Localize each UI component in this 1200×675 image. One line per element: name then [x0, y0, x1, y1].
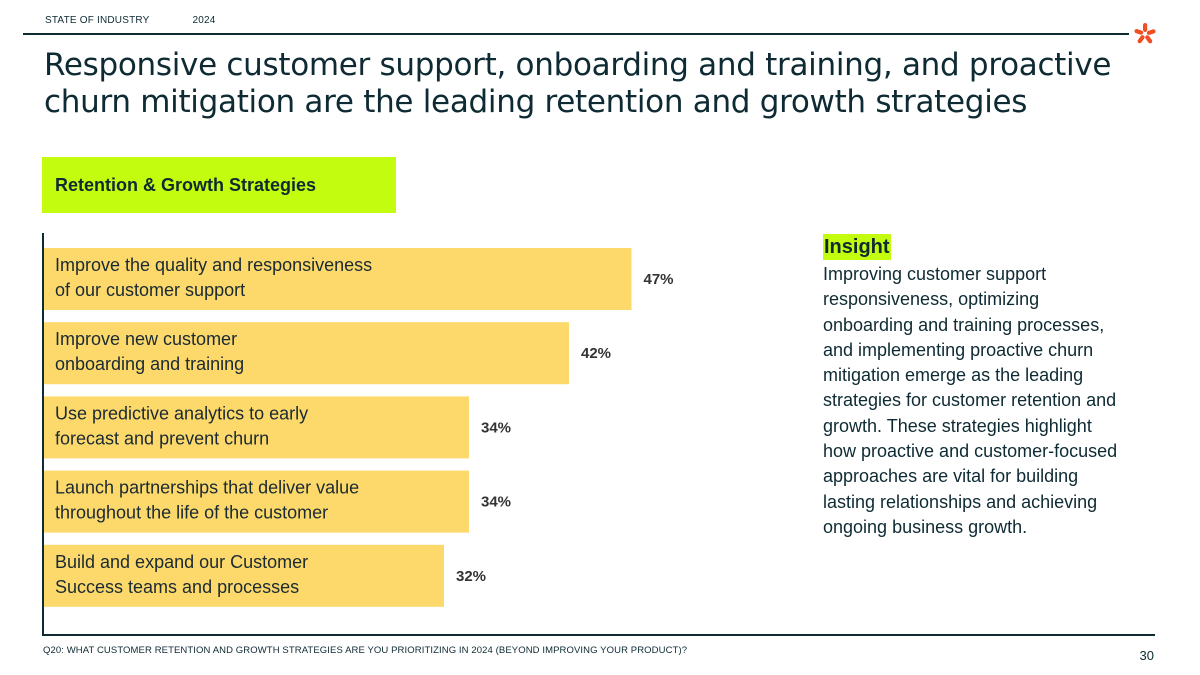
- bar-chart: Improve the quality and responsiveness of…: [42, 233, 674, 636]
- value-label-4: 34%: [481, 494, 511, 511]
- year-label: 2024: [192, 15, 216, 26]
- value-label-3: 34%: [481, 419, 511, 436]
- value-label-5: 32%: [456, 568, 486, 585]
- top-bar: STATE OF INDUSTRY 2024: [45, 15, 216, 26]
- bar-2: [44, 322, 569, 385]
- bottom-divider: [42, 634, 1155, 636]
- bar-4: [44, 470, 469, 533]
- chart-title: Retention & Growth Strategies: [42, 157, 396, 213]
- insight-panel: Insight Improving customer support respo…: [823, 234, 1123, 540]
- asterisk-logo-icon: [1134, 23, 1156, 44]
- survey-question-footnote: Q20: WHAT CUSTOMER RETENTION AND GROWTH …: [43, 645, 688, 656]
- bar-label-5: Build and expand our Customer Success tea…: [55, 552, 308, 597]
- bar-label-3: Use predictive analytics to early forecas…: [55, 403, 308, 448]
- value-label-2: 42%: [581, 345, 611, 362]
- top-divider: [23, 33, 1129, 35]
- page-title: Responsive customer support, onboarding …: [44, 47, 1112, 120]
- page-number: 30: [1139, 648, 1154, 663]
- value-label-1: 47%: [644, 271, 674, 288]
- bar-label-2: Improve new customer onboarding and train…: [55, 329, 244, 374]
- bar-1: [44, 248, 632, 310]
- bar-3: [44, 396, 469, 459]
- insight-title: Insight: [823, 234, 891, 260]
- bar-label-4: Launch partnerships that deliver value th…: [55, 478, 359, 523]
- insight-body: Improving customer support responsivenes…: [823, 264, 1118, 537]
- bar-5: [44, 544, 444, 607]
- section-label: STATE OF INDUSTRY: [45, 15, 150, 26]
- bar-label-1: Improve the quality and responsiveness of…: [55, 255, 372, 300]
